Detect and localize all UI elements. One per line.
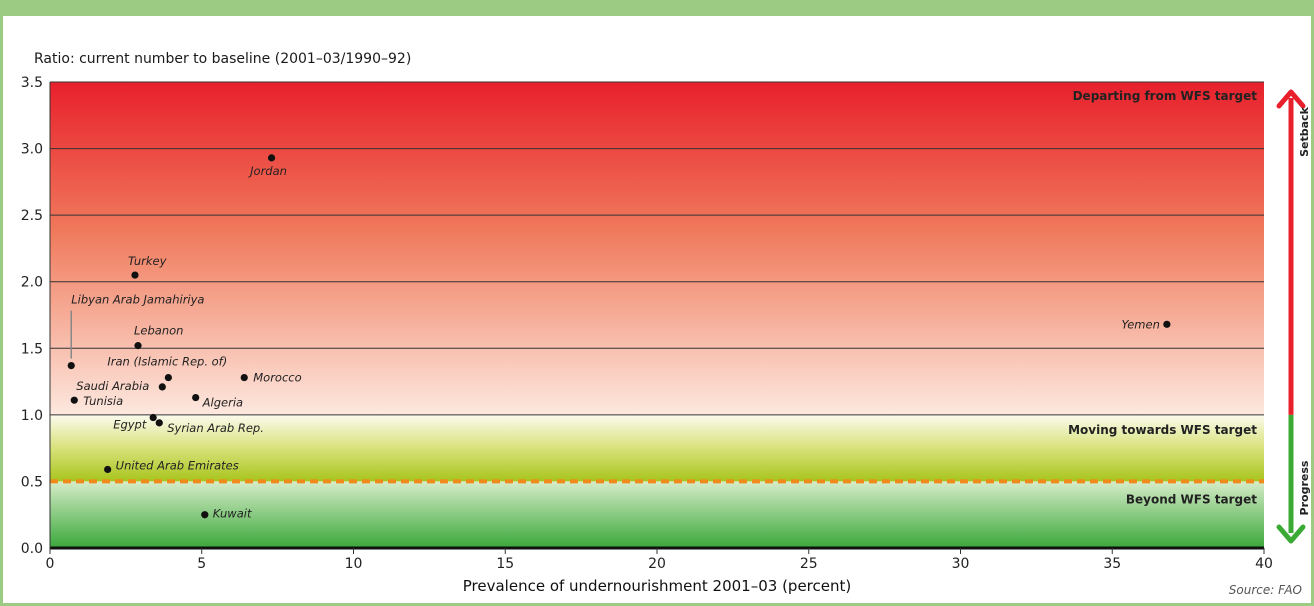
zone-labels: Departing from WFS target Moving towards … <box>1068 89 1257 506</box>
header-bar <box>0 0 1314 16</box>
x-tick-label: 5 <box>197 556 206 572</box>
y-axis-title: Ratio: current number to baseline (2001–… <box>34 51 412 67</box>
zone-band <box>50 414 1264 482</box>
data-point <box>192 393 200 402</box>
point-label: Kuwait <box>213 507 252 521</box>
y-tick-label: 2.5 <box>21 208 43 224</box>
point-label: United Arab Emirates <box>116 458 239 472</box>
y-tick-label: 3.5 <box>21 75 43 91</box>
point-label: Turkey <box>128 254 167 268</box>
data-point <box>70 396 78 404</box>
data-point <box>104 465 112 474</box>
data-point <box>164 373 172 382</box>
zone-band <box>50 82 1264 415</box>
point-label: Yemen <box>1121 317 1159 331</box>
x-tick-label: 40 <box>1255 556 1273 572</box>
y-tick-label: 3.0 <box>21 142 43 158</box>
data-point <box>201 511 209 519</box>
y-tick-label: 2.0 <box>21 275 43 291</box>
point-label: Jordan <box>248 164 287 178</box>
progress-label: Progress <box>1298 460 1311 515</box>
axis-ticks: 0.0 0.5 1.0 1.5 2.0 2.5 3.0 3.5 0 5 10 15 20 25 30 35 40 <box>21 75 1273 572</box>
x-tick-label: 30 <box>952 556 970 572</box>
point-label: Morocco <box>253 371 301 385</box>
zone-backgrounds <box>50 82 1264 548</box>
data-point <box>149 413 157 422</box>
x-tick-label: 10 <box>345 556 363 572</box>
data-point <box>158 383 166 391</box>
data-point <box>131 271 139 279</box>
x-tick-label: 25 <box>800 556 818 572</box>
y-tick-label: 0.5 <box>21 474 43 490</box>
zone-band <box>50 481 1264 548</box>
point-label: Saudi Arabia <box>76 379 149 393</box>
arrow-down-head <box>1276 524 1306 544</box>
x-axis-title: Prevalence of undernourishment 2001–03 (… <box>463 577 851 595</box>
setback-label: Setback <box>1298 106 1311 156</box>
zone-label: Beyond WFS target <box>1126 492 1257 506</box>
x-tick-label: 20 <box>648 556 666 572</box>
data-point <box>134 342 142 350</box>
arrow-up-head <box>1276 89 1306 109</box>
zone-label: Moving towards WFS target <box>1068 423 1257 437</box>
progress-arrow: Setback Progress <box>1276 89 1311 544</box>
y-tick-label: 1.0 <box>21 408 43 424</box>
data-point <box>240 373 248 382</box>
data-points: Jordan Turkey Libyan Arab Jamahiriya Lebano… <box>67 154 1171 521</box>
point-label: Lebanon <box>134 324 183 338</box>
x-tick-label: 35 <box>1103 556 1121 572</box>
data-point <box>1163 320 1171 328</box>
y-tick-label: 0.0 <box>21 541 43 557</box>
y-tick-label: 1.5 <box>21 341 43 357</box>
point-label: Syrian Arab Rep. <box>167 421 264 435</box>
data-point <box>267 154 276 162</box>
data-point <box>155 419 163 427</box>
point-label: Iran (Islamic Rep. of) <box>107 355 227 369</box>
x-tick-label: 15 <box>496 556 514 572</box>
source-note: Source: FAO <box>1228 583 1302 597</box>
x-tick-label: 0 <box>46 556 55 572</box>
zone-label: Departing from WFS target <box>1073 89 1258 103</box>
data-point <box>67 361 75 370</box>
point-label: Algeria <box>202 396 243 410</box>
point-label: Egypt <box>113 418 147 432</box>
point-label: Libyan Arab Jamahiriya <box>71 293 204 307</box>
point-label: Tunisia <box>83 394 123 408</box>
